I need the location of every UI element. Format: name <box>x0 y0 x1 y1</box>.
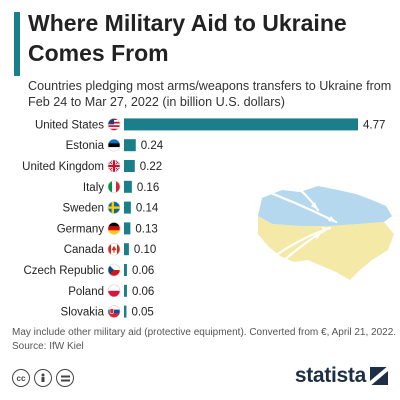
chart-title: Where Military Aid to Ukraine Comes From <box>28 10 347 66</box>
value-label: 0.13 <box>135 223 157 235</box>
bar <box>124 284 127 297</box>
value-label: 0.14 <box>136 203 159 215</box>
bar <box>124 264 127 276</box>
bar-row: Czech Republic 0.06 <box>23 263 154 277</box>
value-label: 4.77 <box>363 119 385 131</box>
slovakia-flag-icon <box>107 305 121 318</box>
bar-row: Italy 0.16 <box>83 180 159 194</box>
footnote-note: May include other military aid (protecti… <box>12 327 397 338</box>
estonia-flag-icon <box>107 138 121 152</box>
statista-mark-icon <box>370 367 388 385</box>
sweden-flag-icon <box>107 201 121 214</box>
statista-logo: statista <box>295 364 388 388</box>
italy-flag-icon <box>107 180 121 194</box>
bar <box>124 160 135 172</box>
bar <box>124 118 358 131</box>
value-label: 0.06 <box>132 265 154 277</box>
attribution-icon <box>34 369 52 387</box>
germany-flag-icon <box>107 222 121 235</box>
brand-name: statista <box>294 364 366 387</box>
value-label: 0.22 <box>140 161 162 173</box>
category-label: Czech Republic <box>23 265 104 277</box>
category-label: Sweden <box>62 203 104 215</box>
category-label: Estonia <box>66 140 105 152</box>
category-label: Germany <box>57 223 105 235</box>
arrow-2 <box>250 184 338 224</box>
value-label: 0.05 <box>131 307 153 319</box>
category-label: United States <box>35 119 104 131</box>
value-label: 0.16 <box>137 182 159 194</box>
category-label: Canada <box>64 244 105 256</box>
category-label: United Kingdom <box>22 161 104 173</box>
us-flag-icon <box>107 118 121 131</box>
arrowhead-4 <box>314 232 322 239</box>
bar-row: Slovakia 0.05 <box>61 305 154 319</box>
ukraine-map-icon <box>236 160 394 290</box>
poland-flag-icon <box>107 284 121 298</box>
arrow-1 <box>236 160 320 212</box>
arrowhead-2 <box>328 216 336 222</box>
value-label: 0.06 <box>132 286 154 298</box>
category-label: Slovakia <box>61 307 105 319</box>
category-label: Italy <box>83 182 104 194</box>
footnote-source: Source: IfW Kiel <box>12 341 84 352</box>
bar <box>124 139 136 152</box>
no-derivatives-icon <box>56 369 74 387</box>
bar-row: Canada 0.10 <box>64 242 156 256</box>
value-label: 0.10 <box>134 244 156 256</box>
chart-subtitle: Countries pledging most arms/weapons tra… <box>28 79 392 109</box>
uk-flag-icon <box>107 159 121 173</box>
bar-row: Poland 0.06 <box>68 284 154 298</box>
map-top-region <box>258 186 392 226</box>
cc-icon: cc <box>12 369 30 387</box>
footnote: May include other military aid (protecti… <box>12 326 397 354</box>
bar <box>124 222 131 235</box>
bar-row: Estonia 0.24 <box>66 138 164 152</box>
czech-flag-icon <box>107 263 121 277</box>
bar <box>124 243 129 256</box>
arrow-4 <box>252 230 324 290</box>
bar-row: United Kingdom 0.22 <box>22 159 162 173</box>
bar-row: United States 4.77 <box>35 118 385 131</box>
bar-row: Germany 0.13 <box>57 222 158 235</box>
map-bottom-region <box>258 216 394 280</box>
bar-row: Sweden 0.14 <box>62 201 159 215</box>
license-icons: cc <box>12 369 74 389</box>
category-label: Poland <box>68 286 104 298</box>
bar-chart: United States 4.77 Estonia 0.24 United Kingd… <box>22 118 394 319</box>
bar <box>124 180 132 193</box>
arrowhead-3 <box>322 227 330 233</box>
arrowhead-1 <box>311 202 318 210</box>
title-accent-bar <box>14 12 20 76</box>
canada-flag-icon <box>107 242 121 256</box>
value-label: 0.24 <box>141 140 164 152</box>
bar <box>124 305 127 318</box>
bar <box>124 201 131 214</box>
